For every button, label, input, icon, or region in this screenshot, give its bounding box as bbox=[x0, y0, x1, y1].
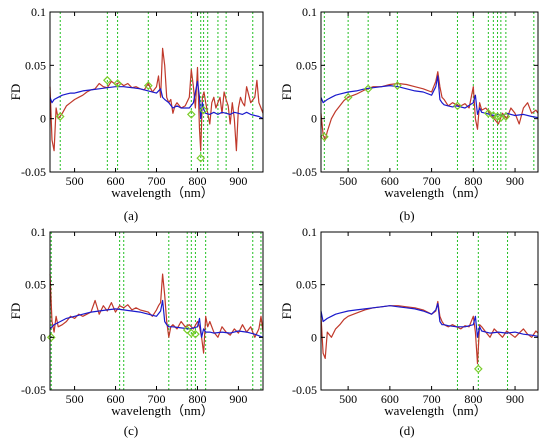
x-tick-label: 700 bbox=[423, 392, 441, 406]
feature-marker bbox=[501, 112, 511, 121]
plot-frame bbox=[320, 11, 539, 173]
y-tick-label: 0.1 bbox=[31, 225, 46, 239]
x-axis-label: wavelength（nm） bbox=[111, 403, 214, 418]
x-axis-label: wavelength（nm） bbox=[384, 403, 487, 418]
x-tick-label: 700 bbox=[148, 392, 166, 406]
feature-marker bbox=[343, 92, 353, 102]
feature-marker bbox=[483, 108, 493, 118]
plot-frame bbox=[49, 11, 264, 173]
feature-marker bbox=[393, 81, 402, 90]
x-tick-label: 900 bbox=[506, 392, 524, 406]
y-tick-label: 0.1 bbox=[302, 5, 317, 19]
feature-marker bbox=[113, 79, 122, 88]
x-tick-label: 500 bbox=[339, 174, 357, 188]
x-axis-label: wavelength（nm） bbox=[384, 185, 487, 200]
x-tick-label: 500 bbox=[66, 392, 84, 406]
y-tick-label: 0.05 bbox=[296, 278, 317, 292]
y-tick-label: -0.05 bbox=[21, 165, 46, 179]
y-axis-label: FD bbox=[279, 303, 294, 320]
series-line-blue bbox=[49, 299, 264, 338]
feature-marker bbox=[199, 105, 208, 115]
y-axis-label: FD bbox=[8, 303, 23, 320]
x-tick-label: 600 bbox=[381, 392, 399, 406]
y-tick-label: -0.05 bbox=[21, 383, 46, 397]
y-axis-label: FD bbox=[279, 84, 294, 101]
feature-marker bbox=[196, 153, 206, 163]
panel-label: (b) bbox=[399, 208, 414, 223]
x-tick-label: 800 bbox=[188, 174, 206, 188]
series-line-blue bbox=[49, 80, 264, 120]
feature-marker bbox=[453, 101, 462, 111]
y-axis-label: FD bbox=[8, 84, 23, 101]
y-tick-label: 0.1 bbox=[31, 5, 46, 19]
feature-marker bbox=[182, 325, 192, 335]
feature-marker bbox=[46, 332, 56, 342]
x-tick-label: 800 bbox=[464, 174, 482, 188]
y-tick-label: -0.05 bbox=[292, 165, 317, 179]
panel-2: 500 600 700 800 900 -0.05 0 0.05 0.1 wavelength（n… bbox=[8, 225, 264, 438]
panel-label: (c) bbox=[124, 423, 138, 438]
panel-label: (a) bbox=[124, 208, 138, 223]
y-tick-label: -0.05 bbox=[292, 383, 317, 397]
panel-0: 500 600 700 800 900 -0.05 0 0.05 0.1 wavelength（n… bbox=[8, 5, 264, 223]
x-tick-label: 800 bbox=[464, 392, 482, 406]
x-tick-label: 800 bbox=[188, 392, 206, 406]
feature-marker bbox=[102, 75, 112, 85]
feature-marker bbox=[191, 329, 200, 339]
x-tick-label: 900 bbox=[229, 392, 247, 406]
x-tick-label: 600 bbox=[107, 174, 125, 188]
series-line-blue bbox=[320, 303, 539, 338]
x-tick-label: 900 bbox=[506, 174, 524, 188]
y-tick-label: 0.05 bbox=[25, 58, 46, 72]
panel-label: (d) bbox=[399, 423, 414, 438]
x-axis-label: wavelength（nm） bbox=[111, 185, 214, 200]
y-tick-label: 0.1 bbox=[302, 225, 317, 239]
y-tick-label: 0 bbox=[40, 112, 46, 126]
y-tick-label: 0.05 bbox=[25, 278, 46, 292]
x-tick-label: 600 bbox=[107, 392, 125, 406]
x-tick-label: 500 bbox=[66, 174, 84, 188]
x-tick-label: 700 bbox=[148, 174, 166, 188]
x-tick-label: 700 bbox=[423, 174, 441, 188]
y-tick-label: 0.05 bbox=[296, 58, 317, 72]
feature-marker bbox=[473, 364, 483, 374]
feature-marker bbox=[143, 81, 153, 90]
y-tick-label: 0 bbox=[311, 112, 317, 126]
x-tick-label: 500 bbox=[339, 392, 357, 406]
feature-marker bbox=[319, 132, 329, 142]
y-tick-label: 0 bbox=[40, 330, 46, 344]
panel-3: 500 600 700 800 900 -0.05 0 0.05 0.1 wavelength（n… bbox=[279, 225, 539, 438]
series-line-red bbox=[320, 300, 539, 365]
series-line-red bbox=[49, 47, 264, 152]
y-tick-label: 0 bbox=[311, 330, 317, 344]
series-line-red bbox=[49, 273, 264, 354]
feature-marker bbox=[363, 84, 373, 94]
feature-marker bbox=[55, 112, 65, 121]
x-tick-label: 600 bbox=[381, 174, 399, 188]
x-tick-label: 900 bbox=[229, 174, 247, 188]
plot-frame bbox=[320, 231, 539, 391]
panel-1: 500 600 700 800 900 -0.05 0 0.05 0.1 wavelength（n… bbox=[279, 5, 539, 223]
feature-marker bbox=[186, 110, 196, 119]
